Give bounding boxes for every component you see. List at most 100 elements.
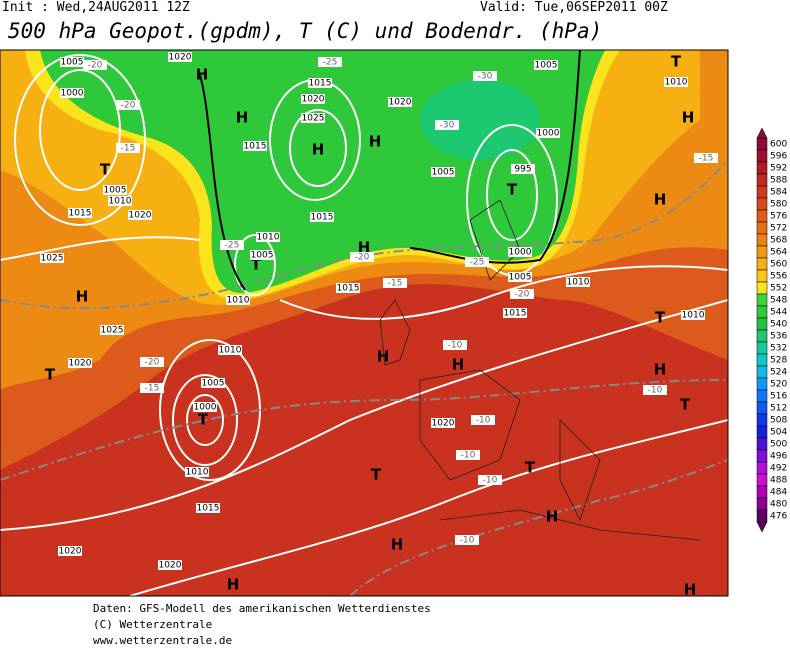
colorbar-cell [756, 137, 768, 151]
pressure-center: H [546, 508, 559, 526]
temperature-label: -30 [478, 72, 493, 82]
isobar-label: 1020 [169, 53, 192, 63]
temperature-label-box [473, 71, 497, 81]
colorbar-cell [756, 377, 768, 391]
colorbar-label: 508 [770, 416, 787, 426]
temperature-label: -25 [470, 258, 485, 268]
pressure-center: T [198, 411, 209, 429]
colorbar-label: 524 [770, 368, 787, 378]
isobar-label-box [511, 164, 535, 174]
colorbar-cell [756, 293, 768, 307]
temperature-label: -15 [699, 154, 714, 164]
colorbar-label: 552 [770, 284, 787, 294]
pressure-center: T [680, 396, 691, 414]
temperature-label-box [116, 100, 140, 110]
colorbar-label: 548 [770, 296, 787, 306]
isobar-label-box [68, 358, 92, 368]
isobar-label: 1005 [202, 379, 225, 389]
colorbar-cell [756, 497, 768, 511]
temperature-label: -10 [483, 476, 498, 486]
temperature-label: -20 [145, 358, 160, 368]
temperature-label-box [140, 357, 164, 367]
colorbar-label: 560 [770, 260, 787, 270]
isobar-label: 1020 [302, 95, 325, 105]
colorbar-cell [756, 305, 768, 319]
valid-time: Valid: Tue,06SEP2011 00Z [480, 0, 668, 15]
isobar-label-box [201, 378, 225, 388]
colorbar-cell [756, 173, 768, 187]
isobar-label-box [68, 208, 92, 218]
isobar-label: 1015 [504, 309, 527, 319]
colorbar-label: 576 [770, 212, 787, 222]
colorbar-label: 580 [770, 200, 787, 210]
colorbar-label: 600 [770, 140, 787, 150]
temperature-label-box [478, 475, 502, 485]
isobar-label: 1025 [101, 326, 124, 336]
isobar-label-box [431, 418, 455, 428]
map [0, 50, 728, 596]
isobar-label: 1015 [197, 504, 220, 514]
isobar-label: 1005 [104, 186, 127, 196]
isobar-label-box [58, 546, 82, 556]
isobar-label: 1015 [309, 79, 332, 89]
colorbar-cell [756, 257, 768, 271]
temperature-label-box [443, 340, 467, 350]
colorbar-label: 512 [770, 404, 787, 414]
temperature-label: -15 [145, 384, 160, 394]
temperature-label: -20 [88, 61, 103, 71]
isobar-label-box [508, 247, 532, 257]
isobar-label: 1010 [567, 278, 590, 288]
pressure-center: H [377, 348, 390, 366]
isobar-label: 1000 [509, 248, 532, 258]
colorbar-label: 492 [770, 464, 787, 474]
isobar-label: 1010 [257, 233, 280, 243]
isobar-label-box [218, 345, 242, 355]
temperature-label-box [435, 120, 459, 130]
isobar-label-box [566, 277, 590, 287]
isobar-label-box [301, 94, 325, 104]
isobar-label: 1010 [219, 346, 242, 356]
isobar-label-box [508, 272, 532, 282]
isobar-label: 1020 [432, 419, 455, 429]
colorbar-cell [756, 317, 768, 331]
isobar-label-box [310, 212, 334, 222]
isobar-label: 1015 [337, 284, 360, 294]
552-contour [199, 50, 581, 291]
isobar-label: 1020 [389, 98, 412, 108]
colorbar-cell [756, 233, 768, 247]
temperature-label: -30 [440, 121, 455, 131]
colorbar-cell [756, 413, 768, 427]
colorbar-label: 528 [770, 356, 787, 366]
temperature-label-box [471, 415, 495, 425]
isobar-label-box [168, 52, 192, 62]
temperature-label: -20 [515, 290, 530, 300]
colorbar-cell [756, 209, 768, 223]
isobar-label: 1005 [432, 168, 455, 178]
isobar-label-box [256, 232, 280, 242]
colorbar-label: 516 [770, 392, 787, 402]
temperature-label: -15 [388, 279, 403, 289]
footer-line: (C) Wetterzentrale [93, 618, 212, 631]
pressure-center: T [251, 256, 262, 274]
pressure-center: H [369, 133, 382, 151]
isobar-label: 1005 [509, 273, 532, 283]
colorbar-label: 532 [770, 344, 787, 354]
colorbar-label: 476 [770, 512, 787, 522]
colorbar-label: 484 [770, 488, 787, 498]
colorbar-label: 568 [770, 236, 787, 246]
colorbar-label: 588 [770, 176, 787, 186]
isobar-label: 1020 [159, 561, 182, 571]
isobar-label-box [158, 560, 182, 570]
isobar-label: 1025 [41, 254, 64, 264]
colorbar-cell [756, 161, 768, 175]
temperature-label-box [643, 385, 667, 395]
isobar-label-box [193, 402, 217, 412]
isobar-label-box [128, 210, 152, 220]
colorbar-cell [756, 485, 768, 499]
temperature-label: -20 [121, 101, 136, 111]
colorbar-label: 584 [770, 188, 787, 198]
colorbar-cell [756, 389, 768, 403]
isobar-label-box [103, 185, 127, 195]
colorbar-cell [756, 329, 768, 343]
temperature-label-box [383, 278, 407, 288]
